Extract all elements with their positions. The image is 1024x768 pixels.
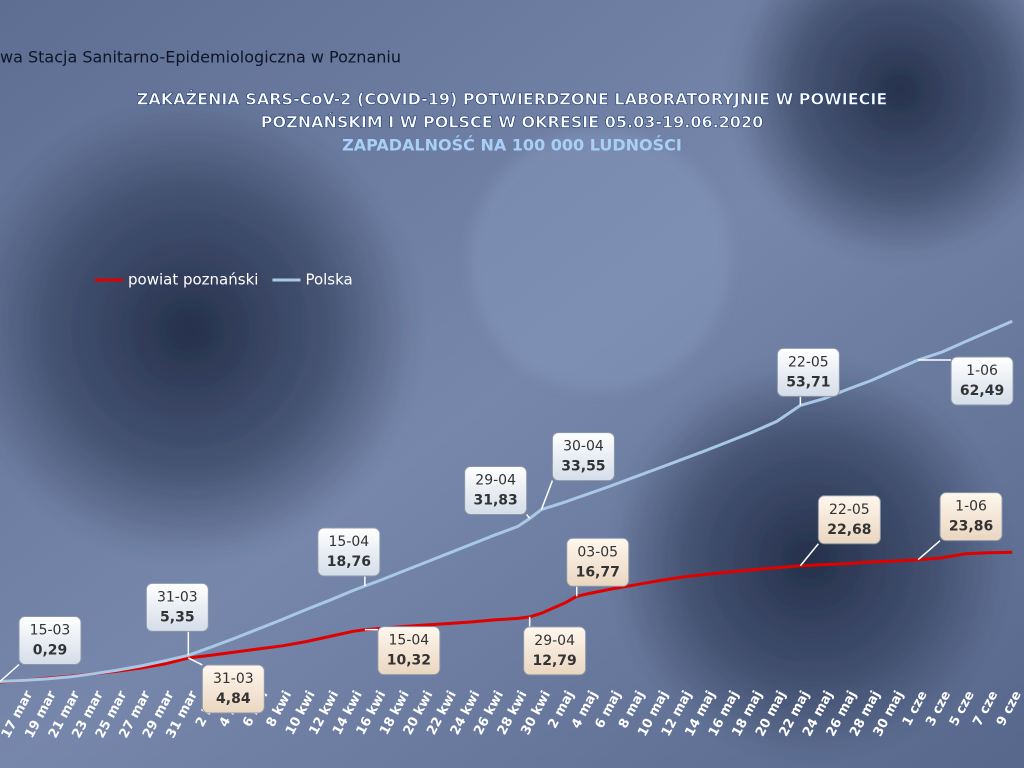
annotation-value: 0,29 [33,643,68,659]
annotation-date: 29-04 [475,472,516,488]
annotation: 1-06 23,86 [917,492,1003,561]
legend-label: Polska [305,271,352,289]
annotation-box [939,492,1003,542]
annotation-value: 16,77 [576,564,620,580]
annotation-date: 22-05 [788,354,829,370]
annotation-box [464,465,528,515]
annotation-date: 30-04 [563,439,604,455]
chart-subtitle: ZAPADALNOŚĆ NA 100 000 LUDNOŚCI [342,136,682,155]
annotation-value: 22,68 [827,522,871,538]
annotation-value: 23,86 [949,519,993,535]
chart-title: POZNAŃSKIM I W POLSCE W OKRESIE 05.03-19… [261,113,763,132]
annotation-value: 31,83 [474,492,518,508]
annotation-box [317,527,381,577]
annotation-box [817,495,881,545]
annotation: 15-04 18,76 [317,527,381,587]
annotation-leader [187,657,203,666]
annotation: 31-03 4,84 [187,657,265,714]
annotation-date: 15-03 [30,623,71,639]
annotation-date: 1-06 [966,363,998,379]
annotation-box [566,537,630,587]
annotation: 22-05 22,68 [799,495,881,567]
annotation-date: 15-04 [329,534,370,550]
annotation-date: 1-06 [955,499,987,515]
annotation-value: 4,84 [216,691,251,707]
annotation-value: 12,79 [533,653,577,669]
annotation-box [950,356,1014,406]
annotation-box [551,432,615,482]
annotation-date: 03-05 [577,544,618,560]
annotation-leader [799,543,819,567]
annotation-date: 29-04 [534,633,575,649]
annotation: 03-05 16,77 [566,537,630,597]
annotation-box [523,626,587,676]
annotation-value: 62,49 [960,383,1004,399]
annotation-value: 33,55 [561,459,605,475]
annotation-date: 15-04 [389,633,430,649]
annotation-leader [540,480,554,510]
annotation-value: 18,76 [327,554,371,570]
legend-label: powiat poznański [128,271,258,289]
header: wa Stacja Sanitarno-Epidemiologiczna w P… [0,48,401,67]
annotation: 29-04 31,83 [464,465,531,519]
annotation: 15-04 10,32 [364,626,441,676]
annotation-box [377,626,441,676]
annotation-box [776,347,840,397]
annotation-value: 53,71 [786,374,830,390]
annotation-leader [917,540,941,561]
annotation-box [201,664,265,714]
annotation-leader [526,514,531,519]
annotation-box [18,616,82,666]
annotation: 30-04 33,55 [540,432,615,510]
annotation: 22-05 53,71 [776,347,840,406]
annotation-leader [0,663,20,683]
annotation: 29-04 12,79 [523,616,587,676]
annotation-box [145,582,209,632]
chart-title: ZAKAŻENIA SARS-CoV-2 (COVID-19) POTWIERD… [137,90,888,109]
annotation-value: 10,32 [387,653,431,669]
annotation-value: 5,35 [160,609,195,625]
annotation-date: 22-05 [829,502,870,518]
annotation: 15-03 0,29 [0,616,82,683]
annotation: 31-03 5,35 [145,582,209,656]
annotation: 1-06 62,49 [918,356,1014,406]
series-line [0,550,1013,684]
annotation-date: 31-03 [157,589,198,605]
annotation-date: 31-03 [213,671,254,687]
